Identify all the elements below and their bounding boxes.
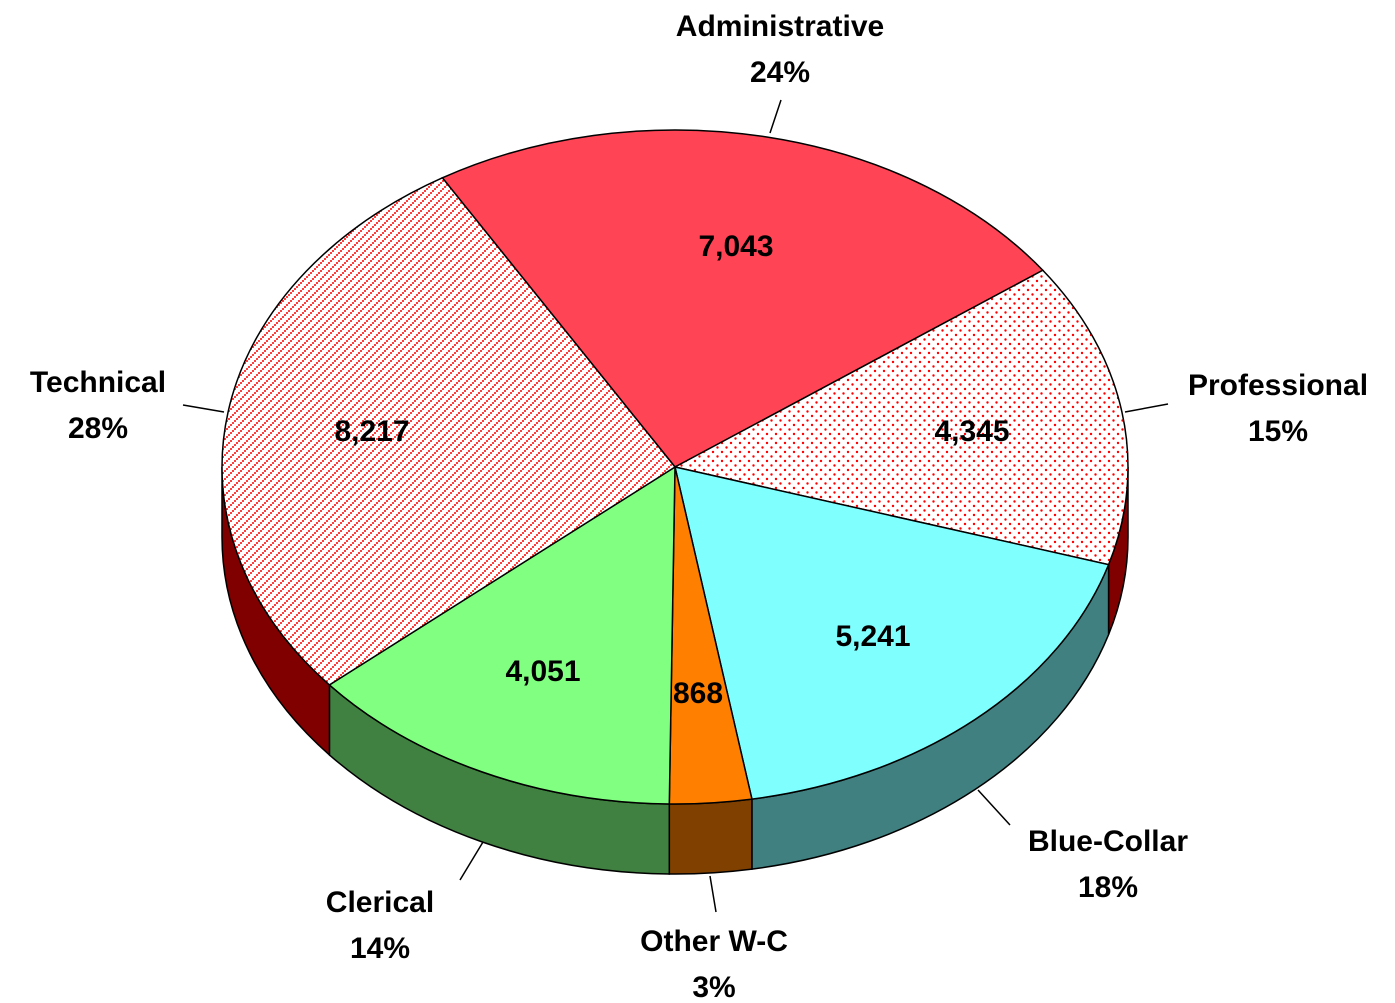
percent-label: 28% xyxy=(68,412,128,445)
category-label: Other W-C xyxy=(640,925,788,958)
slice-side xyxy=(668,798,753,875)
value-label: 4,051 xyxy=(505,655,580,688)
leader-line xyxy=(182,404,225,413)
leader-line xyxy=(1124,403,1169,413)
percent-label: 14% xyxy=(350,932,410,965)
leader-line xyxy=(459,841,484,881)
percent-label: 18% xyxy=(1078,871,1138,904)
slice xyxy=(441,129,1045,468)
value-label: 5,241 xyxy=(835,620,910,653)
leader-line xyxy=(769,99,782,134)
category-label: Technical xyxy=(30,366,166,399)
category-label: Administrative xyxy=(676,10,884,43)
leader-line xyxy=(709,875,717,913)
slice xyxy=(328,465,676,805)
percent-label: 24% xyxy=(750,56,810,89)
value-label: 7,043 xyxy=(698,230,773,263)
slice xyxy=(221,176,677,686)
slice xyxy=(672,269,1129,566)
value-label: 4,345 xyxy=(934,415,1009,448)
category-label: Clerical xyxy=(326,886,434,919)
value-label: 868 xyxy=(673,677,723,710)
value-label: 8,217 xyxy=(334,415,409,448)
leader-line xyxy=(977,789,1011,826)
slice xyxy=(673,466,1110,800)
percent-label: 15% xyxy=(1248,415,1308,448)
percent-label: 3% xyxy=(692,971,735,1003)
category-label: Professional xyxy=(1188,369,1368,402)
category-label: Blue-Collar xyxy=(1028,825,1188,858)
